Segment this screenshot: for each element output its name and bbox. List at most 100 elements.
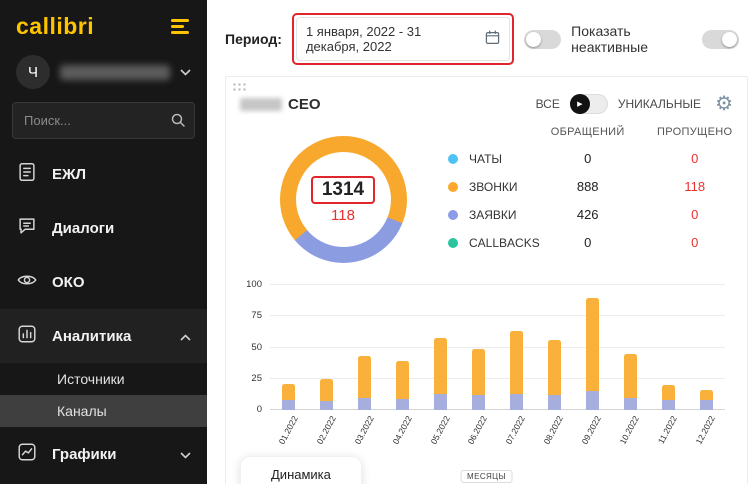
- x-axis-label: 05.2022: [428, 414, 452, 446]
- sidebar-item-analytics[interactable]: Аналитика: [0, 309, 207, 363]
- bar-segment-ЗВОНКИ[interactable]: [358, 356, 372, 398]
- bar-segment-ЗАЯВКИ[interactable]: [699, 400, 713, 410]
- bar-segment-ЗАЯВКИ[interactable]: [434, 393, 448, 410]
- bar-column: 10.2022: [611, 285, 649, 446]
- sidebar-item-label: Диалоги: [52, 219, 115, 237]
- applications-missed: 0: [691, 207, 699, 222]
- callbacks-appeals: 0: [584, 235, 592, 250]
- sidebar-item-label: Графики: [52, 445, 117, 463]
- x-axis-label: 02.2022: [314, 414, 338, 446]
- sidebar-subitem-sources[interactable]: Источники: [0, 363, 207, 395]
- legend-row-callbacks[interactable]: CALLBACKS: [448, 236, 540, 250]
- legend-label: CALLBACKS: [469, 235, 540, 250]
- app-logo: callibri: [16, 13, 95, 39]
- calls-appeals: 888: [576, 179, 599, 194]
- sidebar-subitem-channels[interactable]: Каналы: [0, 395, 207, 427]
- bar-segment-ЗВОНКИ[interactable]: [661, 385, 675, 400]
- sidebar-item-graphs[interactable]: Графики: [0, 427, 207, 481]
- x-axis-label: 10.2022: [617, 414, 641, 446]
- bar-segment-ЗВОНКИ[interactable]: [623, 353, 637, 398]
- user-account[interactable]: Ч: [0, 48, 207, 102]
- legend-row-applications[interactable]: ЗАЯВКИ: [448, 208, 540, 222]
- eye-icon: [16, 269, 38, 295]
- chevron-down-icon: [180, 63, 191, 81]
- x-axis-label: 07.2022: [503, 414, 528, 446]
- bar-column: 04.2022: [384, 285, 422, 446]
- bar-segment-ЗАЯВКИ[interactable]: [282, 400, 296, 410]
- gear-icon[interactable]: ⚙: [715, 93, 733, 115]
- y-tick-label: 100: [246, 279, 262, 290]
- x-axis-label: 06.2022: [466, 414, 490, 446]
- bar-segment-ЗВОНКИ[interactable]: [547, 340, 561, 395]
- journal-icon: [16, 161, 38, 187]
- mode-all-label[interactable]: ВСЕ: [535, 97, 560, 111]
- bar-segment-ЗВОНКИ[interactable]: [282, 383, 296, 400]
- bar-column: 12.2022: [687, 285, 725, 446]
- bar-column: 05.2022: [422, 285, 460, 446]
- legend-label: ЗВОНКИ: [469, 179, 518, 194]
- sidebar: callibri Ч ЕЖЛ Диалоги: [0, 0, 207, 484]
- play-icon: ▶: [569, 94, 590, 114]
- bar-segment-ЗВОНКИ[interactable]: [509, 331, 523, 394]
- bar-segment-ЗВОНКИ[interactable]: [434, 337, 448, 394]
- donut-missed-value: 118: [331, 206, 355, 224]
- bar-segment-ЗВОНКИ[interactable]: [472, 348, 486, 395]
- date-range-input[interactable]: 1 января, 2022 - 31 декабря, 2022: [295, 17, 511, 61]
- bar-segment-ЗВОНКИ[interactable]: [320, 378, 334, 402]
- hamburger-menu-icon[interactable]: [169, 14, 191, 39]
- legend-row-chats[interactable]: ЧАТЫ: [448, 152, 540, 166]
- bar-segment-ЗАЯВКИ[interactable]: [547, 395, 561, 410]
- sidebar-item-oko[interactable]: ОКО: [0, 255, 207, 309]
- bar-segment-ЗВОНКИ[interactable]: [396, 361, 410, 399]
- search-input[interactable]: [12, 102, 195, 139]
- applications-appeals: 426: [576, 207, 599, 222]
- sidebar-item-ezhl[interactable]: ЕЖЛ: [0, 147, 207, 201]
- drag-handle-icon[interactable]: [232, 82, 248, 93]
- bar-chart-icon: [16, 323, 38, 349]
- legend-row-calls[interactable]: ЗВОНКИ: [448, 180, 540, 194]
- bar-segment-ЗАЯВКИ[interactable]: [472, 395, 486, 410]
- period-label: Период:: [225, 31, 282, 47]
- bar-chart-bars: 01.2022 02.2022 03.2022 04.2022 05.2022 06.20…: [270, 285, 725, 446]
- bar-column: 09.2022: [573, 285, 611, 446]
- bar-plot: 01.2022 02.2022 03.2022 04.2022 05.2022 06.20…: [270, 284, 725, 446]
- main-content: Период: 1 января, 2022 - 31 декабря, 202…: [207, 0, 751, 484]
- legend-col-appeals: ОБРАЩЕНИЙ: [550, 126, 625, 138]
- redacted-username: [60, 64, 170, 80]
- bar-segment-ЗАЯВКИ[interactable]: [623, 397, 637, 410]
- callbacks-dot-icon: [448, 237, 458, 248]
- annotation-highlight-period: 1 января, 2022 - 31 декабря, 2022: [291, 13, 515, 65]
- monthly-bar-chart: 0 25 50 75 100 01.2022 02.2022 03.2022 04.2022 0…: [240, 279, 733, 446]
- unique-mode-toggle[interactable]: ▶: [569, 94, 608, 114]
- sidebar-item-dialogs[interactable]: Диалоги: [0, 201, 207, 255]
- bar-segment-ЗАЯВКИ[interactable]: [358, 397, 372, 410]
- line-chart-icon: [16, 441, 38, 467]
- legend-label: ЧАТЫ: [469, 151, 503, 166]
- y-tick-label: 75: [251, 310, 262, 322]
- annotation-highlight-total: 1314: [310, 175, 376, 204]
- bar-segment-ЗАЯВКИ[interactable]: [509, 393, 523, 410]
- bar-column: 06.2022: [460, 285, 498, 446]
- mode-unique-label[interactable]: УНИКАЛЬНЫЕ: [617, 97, 702, 111]
- bar-segment-ЗВОНКИ[interactable]: [699, 390, 713, 400]
- y-axis: 0 25 50 75 100: [240, 279, 270, 415]
- chat-icon: [16, 215, 38, 241]
- donut-total-value: 1314: [321, 178, 365, 200]
- topbar: Период: 1 января, 2022 - 31 декабря, 202…: [207, 0, 751, 73]
- chats-appeals: 0: [584, 151, 592, 166]
- search-icon[interactable]: [170, 112, 186, 133]
- bar-segment-ЗАЯВКИ[interactable]: [585, 391, 599, 410]
- legend-col-missed: ПРОПУЩЕНО: [657, 126, 733, 138]
- bar-segment-ЗАЯВКИ[interactable]: [396, 398, 410, 410]
- redacted-title-text: [240, 97, 282, 111]
- secondary-toggle[interactable]: [702, 29, 739, 49]
- dynamics-button[interactable]: Динамика: [240, 456, 362, 484]
- bar-segment-ЗАЯВКИ[interactable]: [320, 401, 334, 410]
- callbacks-missed: 0: [691, 235, 699, 250]
- calendar-icon[interactable]: [485, 30, 500, 48]
- bar-segment-ЗАЯВКИ[interactable]: [661, 400, 675, 410]
- chats-missed: 0: [691, 151, 699, 166]
- bar-segment-ЗВОНКИ[interactable]: [585, 297, 599, 392]
- show-inactive-toggle[interactable]: [524, 29, 562, 49]
